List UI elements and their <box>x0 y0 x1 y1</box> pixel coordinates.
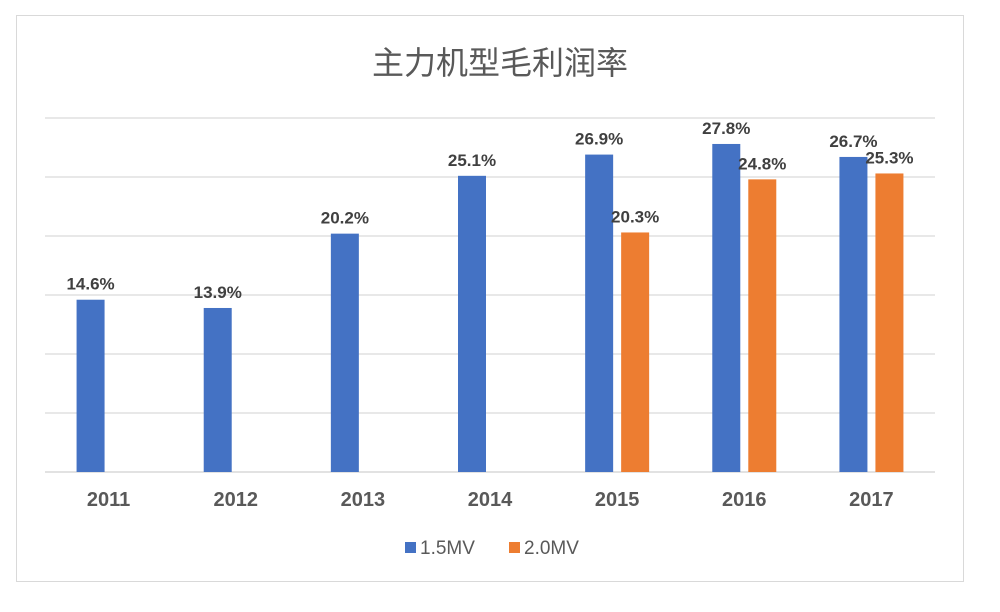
x-tick-label: 2013 <box>341 489 386 511</box>
chart-frame <box>16 15 964 582</box>
data-label: 13.9% <box>194 283 242 302</box>
x-tick-label: 2016 <box>722 489 767 511</box>
x-tick-label: 2011 <box>87 489 130 511</box>
data-label: 25.3% <box>865 148 913 167</box>
x-tick-label: 2017 <box>849 489 894 511</box>
bar-1.5MV-2012 <box>203 307 232 472</box>
chart-title: 主力机型毛利润率 <box>371 44 628 82</box>
data-label: 14.6% <box>66 275 114 294</box>
x-tick-label: 2012 <box>213 489 258 511</box>
data-label: 26.7% <box>829 132 877 151</box>
legend-swatch-1.5MV <box>405 542 416 553</box>
bar-1.5MV-2013 <box>330 233 359 472</box>
data-label: 20.2% <box>321 209 369 228</box>
data-label: 20.3% <box>611 207 659 226</box>
data-label: 26.9% <box>575 130 623 149</box>
data-label: 24.8% <box>738 154 786 173</box>
bar-1.5MV-2014 <box>458 175 486 472</box>
bar-1.5MV-2017 <box>839 156 868 472</box>
bar-1.5MV-2016 <box>712 143 741 472</box>
x-tick-label: 2015 <box>595 489 640 511</box>
bar-2.0MV-2017 <box>875 173 904 472</box>
bar-2.0MV-2015 <box>621 232 650 472</box>
legend-label: 2.0MV <box>524 538 579 559</box>
x-tick-label: 2014 <box>468 489 513 511</box>
bar-1.5MV-2011 <box>76 299 105 472</box>
bar-1.5MV-2015 <box>585 154 614 472</box>
data-label: 25.1% <box>448 151 496 170</box>
bar-2.0MV-2016 <box>748 179 777 473</box>
legend-label: 1.5MV <box>420 538 475 559</box>
legend-swatch-2.0MV <box>509 542 520 553</box>
data-label: 27.8% <box>702 119 750 138</box>
